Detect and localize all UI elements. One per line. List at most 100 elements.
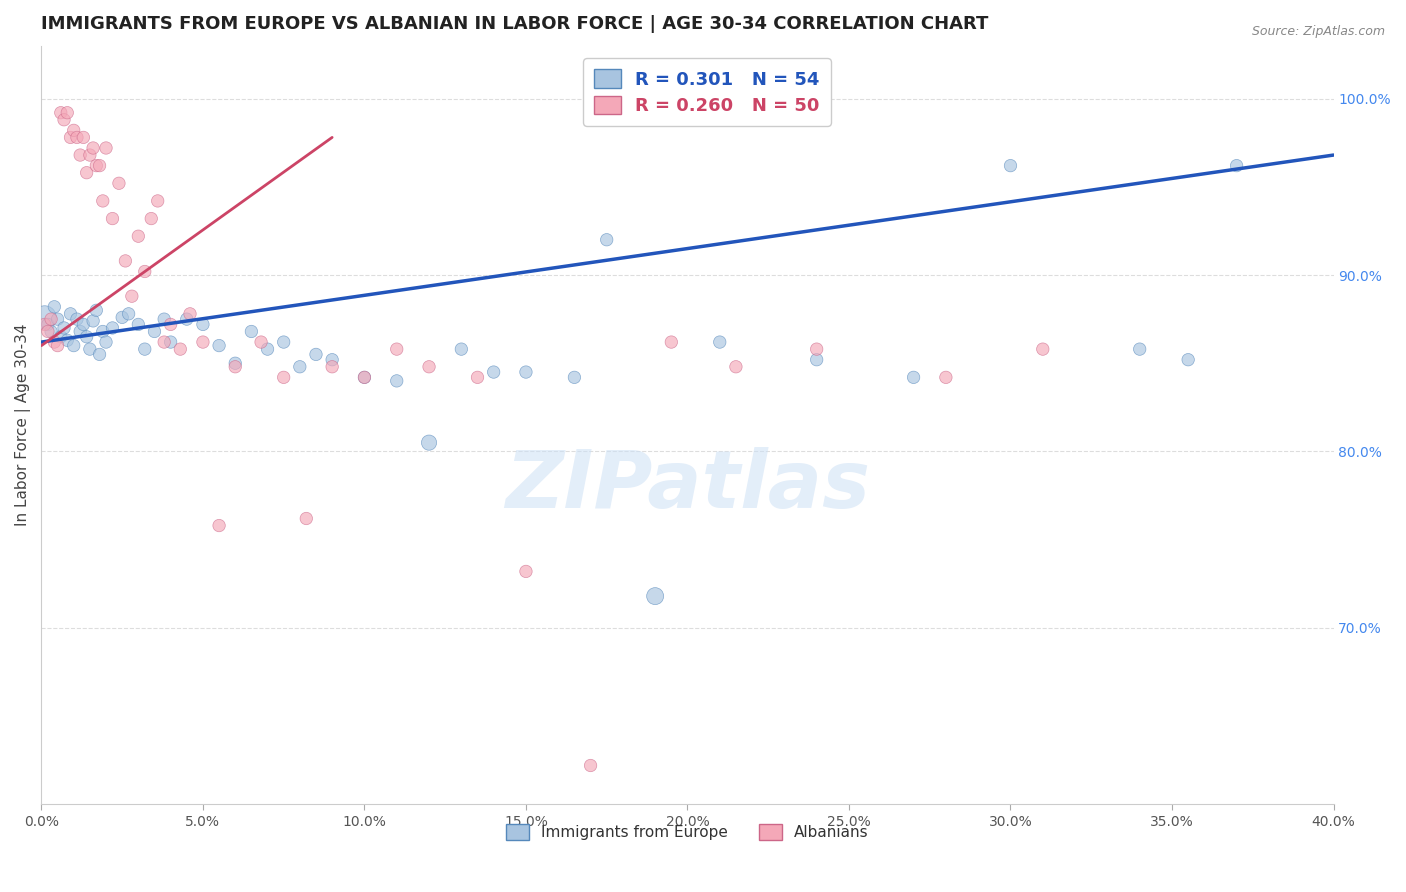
Point <box>143 325 166 339</box>
Point <box>273 334 295 349</box>
Point <box>69 325 91 339</box>
Point <box>418 435 440 450</box>
Point <box>62 338 84 352</box>
Point <box>53 112 76 127</box>
Point <box>515 365 537 379</box>
Point <box>179 307 201 321</box>
Point <box>121 289 143 303</box>
Point <box>1000 159 1022 173</box>
Point <box>94 334 117 349</box>
Point <box>644 589 666 603</box>
Point <box>59 130 82 145</box>
Point <box>596 233 619 247</box>
Point <box>91 194 114 208</box>
Point <box>224 359 246 374</box>
Point <box>76 330 98 344</box>
Point <box>37 318 59 332</box>
Point <box>34 310 56 325</box>
Point <box>1129 342 1152 356</box>
Point <box>579 758 602 772</box>
Point <box>46 312 69 326</box>
Point <box>224 356 246 370</box>
Point <box>191 318 214 332</box>
Point <box>72 130 94 145</box>
Point <box>89 159 111 173</box>
Point <box>127 318 149 332</box>
Point <box>169 342 191 356</box>
Point <box>273 370 295 384</box>
Point <box>111 310 134 325</box>
Point <box>176 312 198 326</box>
Point <box>34 318 56 332</box>
Point <box>1226 159 1249 173</box>
Point <box>806 342 828 356</box>
Point <box>86 303 108 318</box>
Text: IMMIGRANTS FROM EUROPE VS ALBANIAN IN LABOR FORCE | AGE 30-34 CORRELATION CHART: IMMIGRANTS FROM EUROPE VS ALBANIAN IN LA… <box>41 15 988 33</box>
Point <box>208 518 231 533</box>
Point <box>146 194 169 208</box>
Point <box>56 334 79 348</box>
Point <box>450 342 472 356</box>
Point <box>49 105 72 120</box>
Point <box>321 352 343 367</box>
Point <box>141 211 163 226</box>
Point <box>127 229 149 244</box>
Y-axis label: In Labor Force | Age 30-34: In Labor Force | Age 30-34 <box>15 324 31 526</box>
Point <box>153 312 176 326</box>
Point <box>72 318 94 332</box>
Point <box>39 325 62 339</box>
Point <box>101 211 124 226</box>
Point <box>159 334 181 349</box>
Point <box>385 374 408 388</box>
Point <box>1032 342 1054 356</box>
Point <box>134 264 156 278</box>
Point <box>86 159 108 173</box>
Point <box>724 359 747 374</box>
Point <box>76 166 98 180</box>
Point <box>385 342 408 356</box>
Point <box>66 312 89 326</box>
Point <box>82 141 104 155</box>
Point <box>134 342 156 356</box>
Point <box>62 123 84 137</box>
Point <box>353 370 375 384</box>
Point <box>66 130 89 145</box>
Point <box>46 338 69 352</box>
Point <box>709 334 731 349</box>
Point <box>91 325 114 339</box>
Point <box>208 338 231 352</box>
Point <box>37 325 59 339</box>
Point <box>467 370 489 384</box>
Point <box>903 370 925 384</box>
Text: ZIPatlas: ZIPatlas <box>505 447 870 524</box>
Point <box>79 148 101 162</box>
Point <box>305 347 328 361</box>
Point <box>44 334 66 349</box>
Point <box>288 359 311 374</box>
Point <box>117 307 139 321</box>
Point <box>79 342 101 356</box>
Point <box>418 359 440 374</box>
Point <box>56 105 79 120</box>
Point <box>89 347 111 361</box>
Point <box>806 352 828 367</box>
Point <box>250 334 273 349</box>
Point <box>659 334 682 349</box>
Legend: Immigrants from Europe, Albanians: Immigrants from Europe, Albanians <box>501 818 875 846</box>
Point <box>191 334 214 349</box>
Point <box>39 312 62 326</box>
Point <box>515 565 537 579</box>
Point <box>94 141 117 155</box>
Point <box>53 321 76 335</box>
Point <box>44 300 66 314</box>
Point <box>240 325 263 339</box>
Point <box>1177 352 1199 367</box>
Point <box>935 370 957 384</box>
Point <box>159 318 181 332</box>
Point <box>108 176 131 190</box>
Point <box>482 365 505 379</box>
Point <box>353 370 375 384</box>
Point <box>49 330 72 344</box>
Point <box>153 334 176 349</box>
Point <box>114 254 136 268</box>
